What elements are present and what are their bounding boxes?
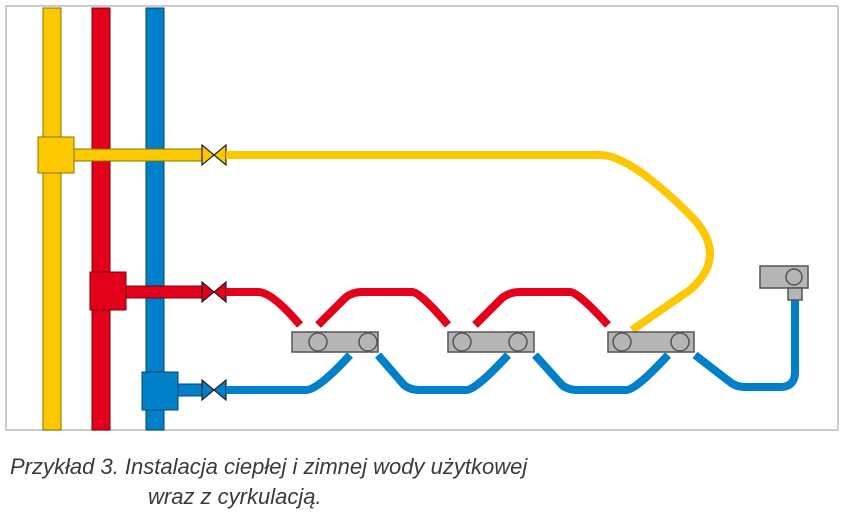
blue-tee <box>141 371 179 411</box>
yellow-tee <box>37 136 75 174</box>
yellow-branch <box>59 148 203 162</box>
red-pipe <box>226 288 611 328</box>
blue-riser <box>145 7 165 431</box>
yellow-riser <box>42 7 62 431</box>
red-tee <box>89 271 127 311</box>
installation-drawing <box>5 5 839 431</box>
caption-line: wraz z cyrkulacją. <box>148 484 322 509</box>
fittings <box>291 265 809 353</box>
red-riser <box>91 7 111 431</box>
yellow-pipe <box>226 151 714 334</box>
blue-pipe <box>226 300 799 394</box>
caption-line: Przykład 3. Instalacja ciepłej i zimnej … <box>10 454 528 479</box>
